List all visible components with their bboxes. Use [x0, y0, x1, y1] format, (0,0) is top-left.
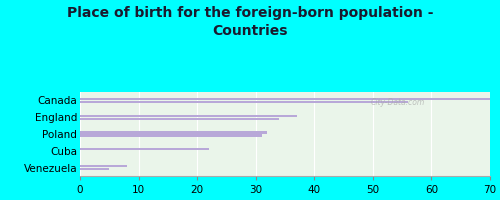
Bar — [80, 148, 209, 150]
Text: City-Data.com: City-Data.com — [371, 98, 426, 107]
Bar — [80, 101, 408, 103]
Bar — [80, 98, 490, 100]
Bar — [80, 118, 279, 120]
Bar — [80, 115, 296, 117]
Text: Place of birth for the foreign-born population -
Countries: Place of birth for the foreign-born popu… — [67, 6, 433, 38]
Bar — [80, 131, 268, 134]
Bar — [80, 168, 110, 170]
Bar — [80, 165, 127, 167]
Bar — [80, 134, 262, 137]
